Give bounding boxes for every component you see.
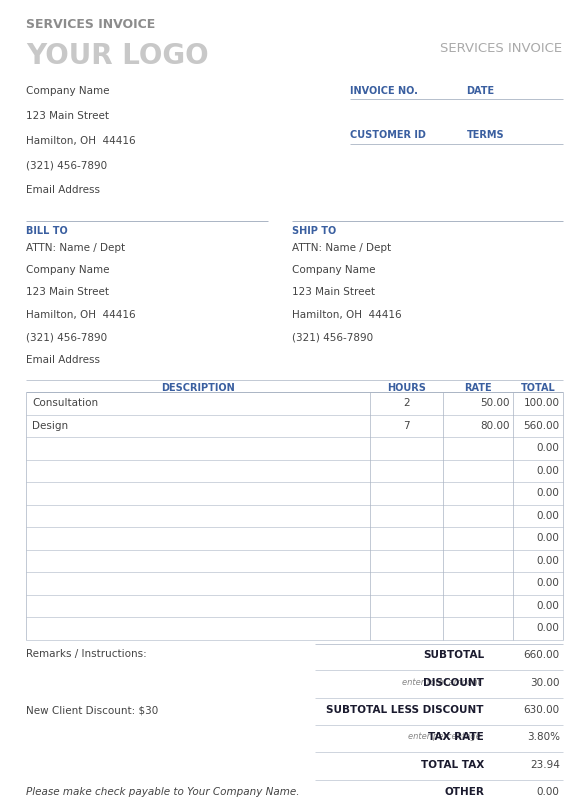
Text: ATTN: Name / Dept: ATTN: Name / Dept xyxy=(26,242,125,252)
Text: 7: 7 xyxy=(403,420,410,430)
Text: Hamilton, OH  44416: Hamilton, OH 44416 xyxy=(292,310,401,319)
Text: TERMS: TERMS xyxy=(466,130,504,140)
Text: CUSTOMER ID: CUSTOMER ID xyxy=(350,130,426,140)
Text: Please make check payable to Your Company Name.: Please make check payable to Your Compan… xyxy=(26,786,300,796)
Text: enter percentage: enter percentage xyxy=(408,731,481,740)
Text: Company Name: Company Name xyxy=(292,265,375,274)
Text: Company Name: Company Name xyxy=(26,86,110,95)
Text: SERVICES INVOICE: SERVICES INVOICE xyxy=(26,18,156,30)
Text: OTHER: OTHER xyxy=(444,786,484,796)
Text: SUBTOTAL: SUBTOTAL xyxy=(423,650,484,659)
Text: 0.00: 0.00 xyxy=(537,786,560,796)
Text: TOTAL: TOTAL xyxy=(521,383,555,392)
Text: (321) 456-7890: (321) 456-7890 xyxy=(26,160,107,170)
Text: 123 Main Street: 123 Main Street xyxy=(292,287,374,297)
Text: 50.00: 50.00 xyxy=(480,398,510,407)
Text: ATTN: Name / Dept: ATTN: Name / Dept xyxy=(292,242,391,252)
Text: 123 Main Street: 123 Main Street xyxy=(26,287,109,297)
Text: Email Address: Email Address xyxy=(26,354,100,364)
Text: 0.00: 0.00 xyxy=(537,622,560,632)
Text: SUBTOTAL LESS DISCOUNT: SUBTOTAL LESS DISCOUNT xyxy=(326,704,484,714)
Text: HOURS: HOURS xyxy=(387,383,426,392)
Text: 23.94: 23.94 xyxy=(530,759,560,768)
Text: 0.00: 0.00 xyxy=(537,510,560,520)
Text: 0.00: 0.00 xyxy=(537,577,560,587)
Text: DESCRIPTION: DESCRIPTION xyxy=(161,383,235,392)
Text: DATE: DATE xyxy=(466,86,494,95)
Text: Design: Design xyxy=(32,420,68,430)
Text: 0.00: 0.00 xyxy=(537,555,560,565)
Text: BILL TO: BILL TO xyxy=(26,226,68,236)
Text: Remarks / Instructions:: Remarks / Instructions: xyxy=(26,648,147,658)
Text: SHIP TO: SHIP TO xyxy=(292,226,336,236)
Text: TAX RATE: TAX RATE xyxy=(428,731,484,741)
Text: TOTAL TAX: TOTAL TAX xyxy=(421,759,484,768)
Text: 560.00: 560.00 xyxy=(524,420,560,430)
Text: Company Name: Company Name xyxy=(26,265,110,274)
Text: 123 Main Street: 123 Main Street xyxy=(26,111,109,120)
Text: (321) 456-7890: (321) 456-7890 xyxy=(292,332,373,342)
Text: 0.00: 0.00 xyxy=(537,465,560,475)
Text: enter total amount: enter total amount xyxy=(402,677,481,686)
Text: 2: 2 xyxy=(403,398,410,407)
Text: 660.00: 660.00 xyxy=(524,650,560,659)
Text: DISCOUNT: DISCOUNT xyxy=(423,677,484,687)
Text: RATE: RATE xyxy=(464,383,492,392)
Text: (321) 456-7890: (321) 456-7890 xyxy=(26,332,107,342)
Text: 0.00: 0.00 xyxy=(537,443,560,452)
Text: 0.00: 0.00 xyxy=(537,488,560,497)
Text: 100.00: 100.00 xyxy=(524,398,560,407)
Text: 30.00: 30.00 xyxy=(530,677,560,687)
Text: YOUR LOGO: YOUR LOGO xyxy=(26,42,209,70)
Text: Hamilton, OH  44416: Hamilton, OH 44416 xyxy=(26,136,136,145)
Text: 80.00: 80.00 xyxy=(480,420,510,430)
Text: Consultation: Consultation xyxy=(32,398,98,407)
Text: 0.00: 0.00 xyxy=(537,600,560,610)
Text: 630.00: 630.00 xyxy=(524,704,560,714)
Text: New Client Discount: $30: New Client Discount: $30 xyxy=(26,704,159,714)
Text: Hamilton, OH  44416: Hamilton, OH 44416 xyxy=(26,310,136,319)
Text: INVOICE NO.: INVOICE NO. xyxy=(350,86,417,95)
Text: Email Address: Email Address xyxy=(26,185,100,195)
Text: SERVICES INVOICE: SERVICES INVOICE xyxy=(441,42,563,55)
Text: 0.00: 0.00 xyxy=(537,533,560,542)
Text: 3.80%: 3.80% xyxy=(526,731,560,741)
